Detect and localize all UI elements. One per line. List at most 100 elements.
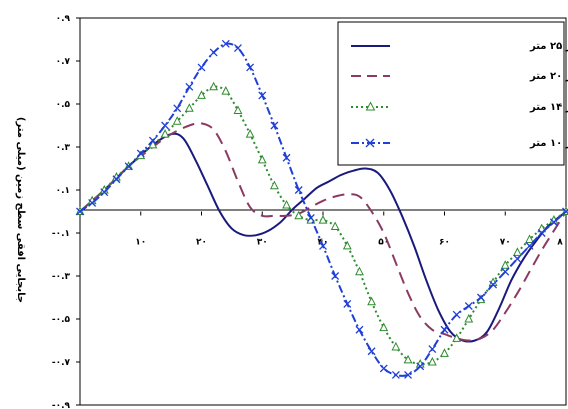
- series-line: [79, 122, 567, 342]
- y-tick-label: -۰.۱: [52, 229, 70, 239]
- x-marker: [173, 104, 182, 113]
- x-marker: [452, 310, 461, 319]
- y-tick-label: -۰.۵: [52, 315, 71, 325]
- y-tick-label: ۰.۷: [56, 57, 71, 67]
- y-axis-label: جابجایی افقی سطح زمین (میلی متر): [15, 117, 26, 303]
- triangle-marker: [440, 348, 449, 357]
- triangle-marker: [512, 247, 522, 256]
- x-marker: [209, 48, 218, 57]
- triangle-marker: [172, 116, 182, 125]
- x-tick-label: ۴۰: [318, 238, 329, 248]
- x-marker: [428, 345, 437, 354]
- y-tick-label: -۰.۷: [52, 358, 71, 368]
- x-marker: [489, 280, 498, 289]
- x-marker: [501, 267, 510, 276]
- triangle-marker: [221, 86, 231, 95]
- triangle-marker: [245, 129, 255, 138]
- x-tick-label: ۵۰: [378, 238, 389, 248]
- x-marker: [513, 254, 522, 263]
- triangle-marker: [391, 341, 401, 351]
- x-marker: [161, 121, 170, 130]
- y-axis: ۰.۹ ۰.۷ ۰.۵ ۰.۳ ۰.۱ -۰.۱ -۰.۳ -۰.۵ -۰.۷ -۰.۹: [52, 14, 80, 409]
- x-marker: [391, 370, 400, 379]
- x-marker: [464, 302, 473, 311]
- x-marker: [221, 39, 230, 48]
- x-marker: [88, 198, 97, 207]
- legend-label: فاصله تونل ها برابر ۲۵ متر: [529, 41, 568, 52]
- x-marker: [331, 272, 340, 280]
- series-layer: [75, 39, 568, 379]
- legend: فاصله تونل ها برابر ۲۵ متر فاصله تونل ها…: [337, 21, 568, 166]
- x-marker: [148, 136, 157, 145]
- x-marker: [185, 82, 194, 91]
- x-marker: [258, 91, 267, 100]
- triangle-marker: [269, 180, 279, 190]
- legend-label: فاصله تونل ها برابر ۱۰ متر: [529, 138, 568, 149]
- x-marker: [379, 364, 388, 373]
- triangle-marker: [500, 260, 510, 269]
- triangle-marker: [330, 221, 340, 231]
- x-marker: [112, 175, 121, 184]
- triangle-marker: [318, 215, 328, 224]
- x-marker: [246, 63, 255, 72]
- triangle-marker: [184, 103, 194, 112]
- x-marker: [319, 241, 327, 250]
- triangle-marker: [257, 154, 267, 164]
- triangle-marker: [403, 354, 413, 364]
- x-marker: [355, 325, 364, 334]
- series-1: [79, 132, 567, 343]
- x-marker: [416, 362, 425, 371]
- x-marker: [549, 218, 558, 227]
- x-marker: [343, 299, 352, 308]
- legend-label: فاصله تونل ها برابر ۱۴ متر: [529, 102, 568, 113]
- x-tick-label: ۳۰: [257, 238, 268, 248]
- x-marker: [294, 186, 303, 194]
- triangle-marker: [537, 223, 547, 233]
- x-tick-label: ۱۰: [135, 238, 146, 248]
- y-tick-label: ۰.۱: [56, 186, 70, 196]
- triangle-marker: [355, 266, 364, 276]
- x-marker: [525, 241, 534, 250]
- y-tick-label: ۰.۳: [56, 143, 71, 153]
- triangle-marker: [464, 313, 474, 323]
- x-marker: [440, 325, 449, 334]
- x-marker: [282, 153, 291, 162]
- y-tick-label: -۰.۹: [52, 401, 71, 409]
- triangle-marker: [148, 139, 158, 149]
- triangle-marker: [282, 199, 291, 209]
- x-marker: [124, 162, 133, 171]
- legend-x-marker: [365, 138, 375, 148]
- x-tick-label: ۸: [557, 238, 563, 248]
- triangle-marker: [160, 129, 170, 138]
- y-tick-label: ۰.۹: [56, 14, 71, 24]
- series-4: [76, 39, 568, 379]
- series-line: [79, 132, 567, 343]
- triangle-marker: [367, 296, 377, 306]
- x-marker: [233, 44, 242, 53]
- x-tick-label: ۷۰: [500, 238, 511, 248]
- x-marker: [562, 207, 568, 216]
- triangle-marker: [197, 90, 206, 99]
- triangle-marker: [452, 333, 462, 342]
- x-marker: [197, 63, 206, 72]
- x-marker: [270, 121, 279, 130]
- x-marker: [76, 207, 84, 216]
- triangle-marker: [342, 240, 352, 250]
- triangle-marker: [525, 234, 534, 243]
- triangle-marker: [294, 210, 304, 220]
- triangle-marker: [427, 356, 437, 366]
- x-marker: [404, 370, 413, 379]
- x-marker: [476, 293, 485, 302]
- x-marker: [136, 149, 145, 158]
- y-tick-label: -۰.۳: [52, 272, 71, 282]
- x-marker: [306, 213, 315, 222]
- x-marker: [367, 347, 376, 356]
- x-axis: ۱۰ ۲۰ ۳۰ ۴۰ ۵۰ ۶۰ ۷۰ ۸: [135, 211, 567, 248]
- triangle-marker: [379, 322, 389, 332]
- triangle-marker: [209, 81, 219, 91]
- legend-triangle-marker: [365, 101, 376, 111]
- triangle-marker: [233, 105, 243, 114]
- legend-label: فاصله تونل ها برابر ۲۰ متر: [529, 71, 568, 82]
